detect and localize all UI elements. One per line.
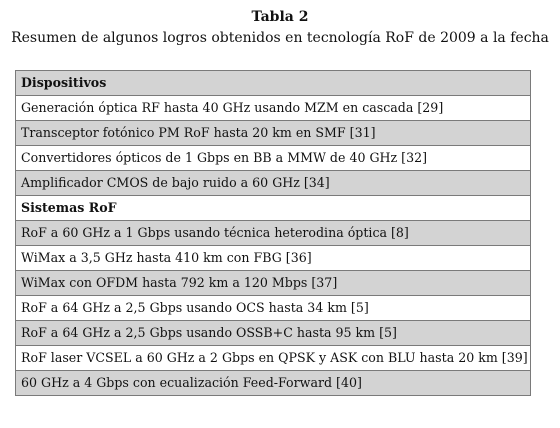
table-row: RoF a 60 GHz a 1 Gbps usando técnica het… xyxy=(16,221,530,246)
section-header-row: Dispositivos xyxy=(16,71,530,96)
section-header-row: Sistemas RoF xyxy=(16,196,530,221)
table-row: Transceptor fotónico PM RoF hasta 20 km … xyxy=(16,121,530,146)
table-row: WiMax a 3,5 GHz hasta 410 km con FBG [36… xyxy=(16,246,530,271)
table-title: Tabla 2 xyxy=(251,9,309,25)
table-row: Amplificador CMOS de bajo ruido a 60 GHz… xyxy=(16,171,530,196)
table-row: Generación óptica RF hasta 40 GHz usando… xyxy=(16,96,530,121)
table-row: RoF a 64 GHz a 2,5 Gbps usando OSSB+C ha… xyxy=(16,321,530,346)
table-row: WiMax con OFDM hasta 792 km a 120 Mbps [… xyxy=(16,271,530,296)
table-row: RoF laser VCSEL a 60 GHz a 2 Gbps en QPS… xyxy=(16,346,530,371)
achievements-table: Dispositivos Generación óptica RF hasta 4… xyxy=(15,70,531,396)
table-row: 60 GHz a 4 Gbps con ecualización Feed-Fo… xyxy=(16,371,530,396)
table-row: Convertidores ópticos de 1 Gbps en BB a … xyxy=(16,146,530,171)
table-subtitle: Resumen de algunos logros obtenidos en t… xyxy=(11,30,549,46)
table-row: RoF a 64 GHz a 2,5 Gbps usando OCS hasta… xyxy=(16,296,530,321)
